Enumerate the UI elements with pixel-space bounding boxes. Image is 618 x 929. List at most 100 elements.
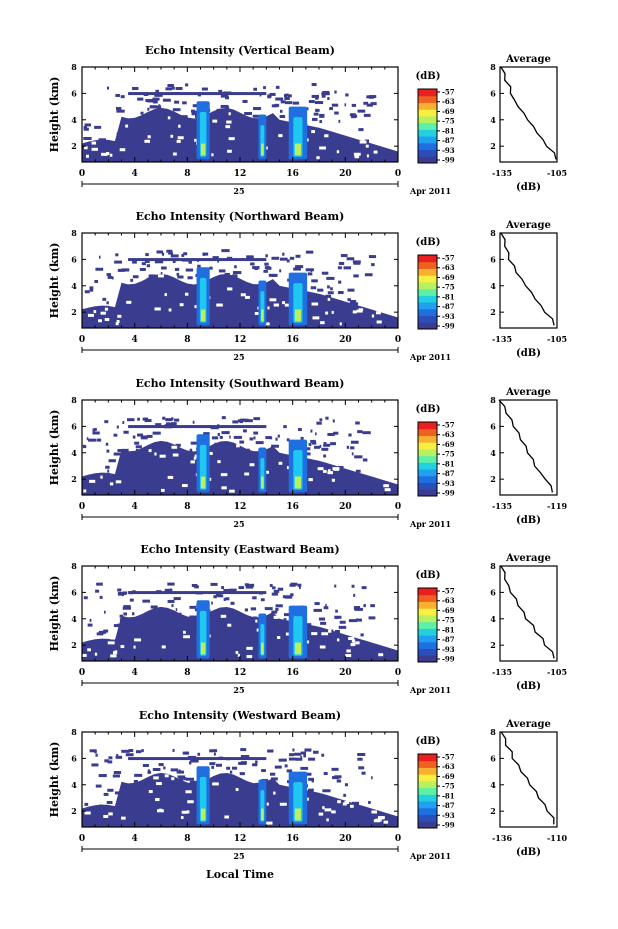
echo-gap [269,298,277,302]
x-axis-title: Local Time [206,868,274,881]
colorbar-tick-label: -57 [442,753,455,762]
echo-patch [127,418,135,422]
echo-gap [348,637,355,641]
y-axis-label: Height (km) [48,77,61,153]
echo-gap [168,308,172,312]
echo-gap [235,788,239,792]
echo-patch [111,276,114,280]
colorbar-tick-label: -69 [442,107,455,116]
echo-patch [188,260,192,264]
colorbar-segment [418,614,437,623]
average-x-tick-label: -105 [547,334,567,344]
average-profile-line [500,731,555,825]
echo-patch [357,757,363,761]
echo-patch [103,792,109,796]
echo-patch [323,772,328,776]
echo-patch [120,95,125,99]
echo-patch [240,755,250,759]
echo-patch [191,583,198,587]
echo-patch [121,448,129,452]
echo-patch [265,254,268,258]
x-tick-label: 8 [184,834,190,844]
average-x-label: (dB) [516,847,541,858]
echo-gap [104,318,110,322]
echo-patch [321,753,325,757]
echo-patch [269,584,273,588]
echo-patch [125,753,134,757]
echo-patch [269,772,276,776]
echo-patch [202,252,209,256]
average-x-tick-label: -135 [492,501,512,511]
echo-patch [201,87,208,91]
colorbar-segment [418,635,437,643]
average-x-tick-label: -135 [492,667,512,677]
day-label: 25 [233,186,244,196]
echo-gap [107,641,115,645]
echo-gap [225,125,231,129]
echo-patch [370,102,377,106]
echo-patch [178,612,182,616]
echo-gap [228,112,231,116]
echo-patch [224,272,230,276]
echo-patch [158,104,161,108]
echo-patch [351,115,356,119]
echo-patch [119,618,128,622]
echo-gap [240,293,246,297]
echo-patch [123,430,129,434]
echo-patch [327,432,335,436]
echo-gap [103,814,109,818]
colorbar-tick-label: -87 [442,469,455,478]
echo-patch [104,759,109,763]
y-axis-label: Height (km) [48,410,61,486]
echo-patch [357,753,366,757]
echo-gap [125,124,129,128]
colorbar-tick-label: -99 [442,821,455,830]
average-y-tick-label: 2 [490,141,496,151]
echo-gap [265,470,269,474]
echo-patch [371,263,375,267]
echo-patch [306,447,311,451]
echo-gap [167,475,174,479]
average-frame [499,232,558,329]
echo-gap [153,776,159,780]
day-label: 25 [233,685,244,695]
echo-patch [132,435,136,439]
echo-patch [297,583,302,587]
echo-patch [279,269,282,273]
echo-patch [357,618,362,622]
echo-gap [226,120,232,124]
y-tick-label: 2 [71,307,77,317]
echo-patch [253,417,260,421]
echo-patch [146,264,151,268]
echo-patch [221,431,230,435]
x-tick-label: 20 [339,169,352,179]
echo-gap [306,797,309,801]
echo-patch [218,269,226,273]
echo-patch [313,112,319,116]
echo-patch [185,83,189,87]
echo-patch [287,780,291,784]
x-tick-label: 16 [286,502,299,512]
echo-patch [139,267,146,271]
y-tick-label: 6 [71,88,77,98]
echo-patch [237,419,243,423]
echo-patch [135,445,142,449]
echo-patch [170,768,179,772]
panel-title: Echo Intensity (Westward Beam) [139,709,341,722]
echo-gap [176,139,181,143]
echo-patch [183,252,188,256]
echo-patch [112,774,121,778]
echo-gap [352,310,357,314]
echo-gap [148,790,153,794]
echo-gap [244,472,250,476]
x-tick-label: 12 [234,502,247,512]
echo-gap [89,479,96,483]
echo-patch [113,770,122,774]
echo-gap [344,800,350,804]
x-tick-label: 20 [339,834,352,844]
echo-gap [101,152,108,156]
echo-patch [286,259,290,263]
echo-patch [106,449,110,453]
echo-patch [144,259,150,263]
echo-patch [314,445,320,449]
